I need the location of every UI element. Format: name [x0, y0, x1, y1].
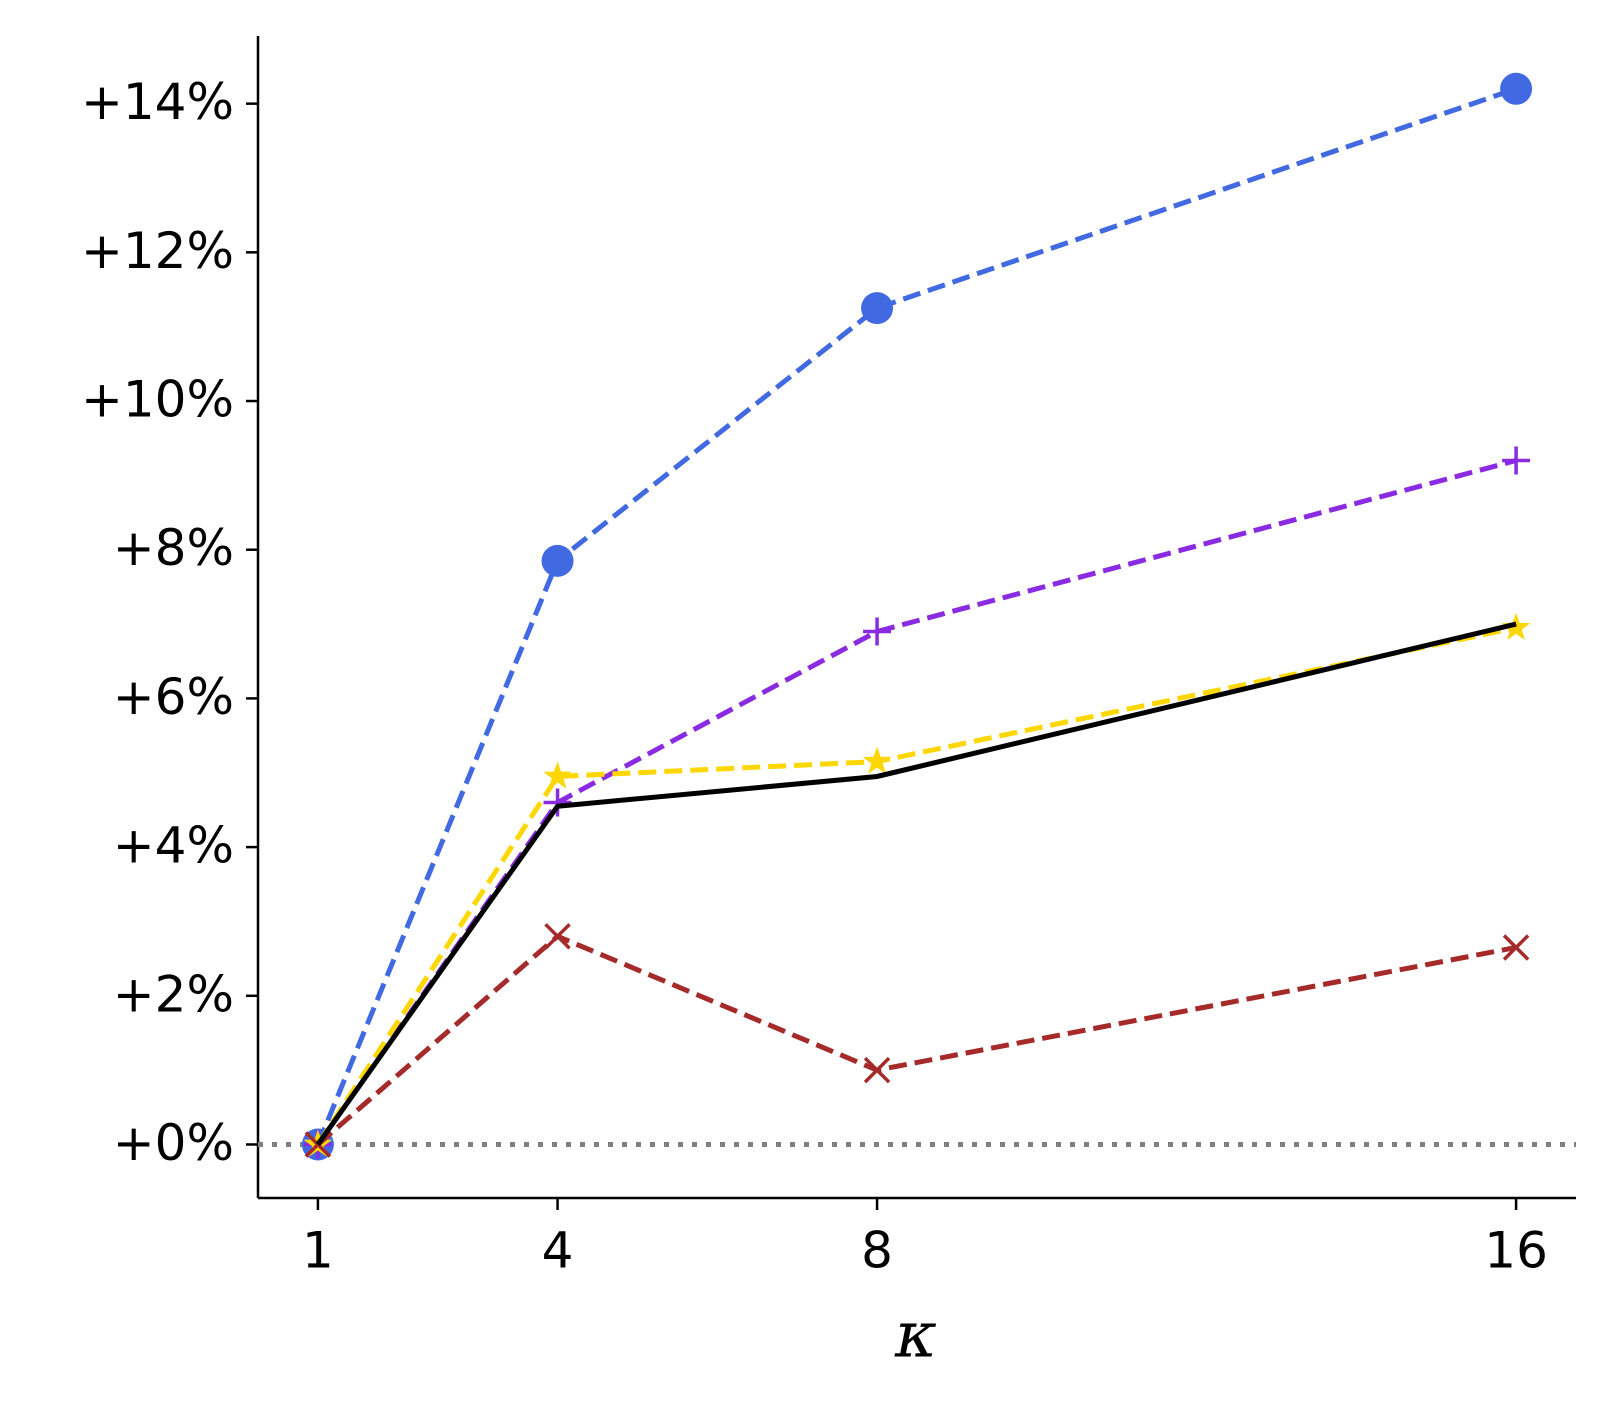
y-tick-label: +2% [113, 965, 234, 1023]
y-tick-label: +14% [81, 73, 234, 131]
series-line [315, 621, 1517, 1146]
marker [543, 761, 572, 789]
marker [862, 746, 892, 774]
x-axis-label: κ [894, 1299, 937, 1373]
y-tick-label: +10% [81, 371, 234, 429]
x-tick-label: 4 [542, 1222, 574, 1280]
y-tick-label: +8% [113, 519, 234, 577]
marker [544, 923, 571, 950]
series-line [315, 86, 1517, 1146]
series-line [315, 625, 1517, 1146]
marker [863, 617, 892, 646]
y-tick-label: +12% [81, 222, 234, 280]
y-tick-label: +6% [113, 668, 234, 726]
x-tick-label: 16 [1484, 1222, 1548, 1280]
marker [863, 1056, 891, 1084]
y-tick-label: +0% [113, 1114, 234, 1172]
x-tick-label: 1 [302, 1222, 334, 1280]
marker [1502, 446, 1531, 475]
marker [1502, 934, 1530, 961]
marker [861, 292, 894, 325]
marker [541, 544, 574, 577]
marker [1500, 72, 1533, 105]
series-line [316, 933, 1517, 1147]
marker [543, 788, 572, 817]
y-tick-label: +4% [113, 817, 234, 875]
series-line [315, 458, 1517, 1146]
x-tick-label: 8 [861, 1222, 893, 1280]
